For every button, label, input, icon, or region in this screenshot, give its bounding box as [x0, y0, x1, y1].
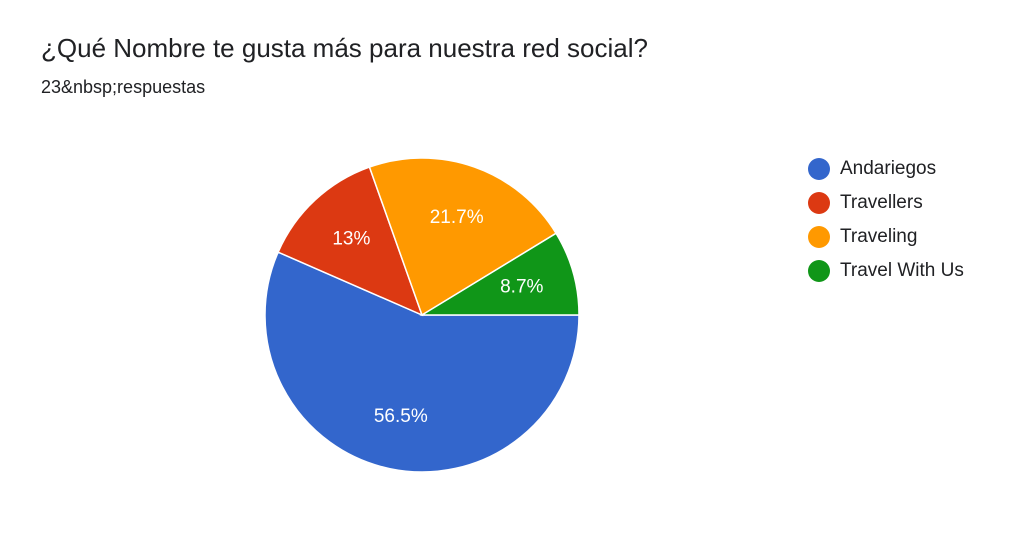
- pie-slice-traveling[interactable]: [368, 157, 558, 317]
- legend-swatch-andariegos: [808, 158, 830, 180]
- chart-title: ¿Qué Nombre te gusta más para nuestra re…: [41, 33, 648, 63]
- legend-label-travellers: Travellers: [840, 192, 923, 213]
- slice-label-traveling: 21.7%: [430, 207, 484, 228]
- pie-slice-travel-with-us[interactable]: [419, 232, 580, 316]
- slice-label-travel-with-us: 8.7%: [500, 277, 543, 298]
- pie-slice-travellers[interactable]: [277, 166, 424, 317]
- legend-swatch-travellers: [808, 192, 830, 214]
- legend-item-travellers[interactable]: Travellers: [808, 186, 964, 220]
- legend-item-traveling[interactable]: Traveling: [808, 220, 964, 254]
- legend-swatch-traveling: [808, 226, 830, 248]
- slice-label-travellers: 13%: [332, 229, 370, 250]
- chart-legend: Andariegos Travellers Traveling Travel W…: [808, 152, 964, 288]
- pie-slices: [264, 157, 580, 473]
- legend-label-andariegos: Andariegos: [840, 158, 937, 179]
- response-count: 23&nbsp;respuestas: [41, 77, 206, 97]
- legend-label-travel-with-us: Travel With Us: [840, 260, 964, 281]
- pie-slice-andariegos[interactable]: [264, 251, 580, 473]
- legend-item-travel-with-us[interactable]: Travel With Us: [808, 254, 964, 288]
- pie-slice-labels: 56.5% 13% 21.7% 8.7%: [332, 207, 543, 427]
- legend-swatch-travel-with-us: [808, 260, 830, 282]
- legend-item-andariegos[interactable]: Andariegos: [808, 152, 964, 186]
- legend-label-traveling: Traveling: [840, 226, 918, 247]
- slice-label-andariegos: 56.5%: [374, 406, 428, 427]
